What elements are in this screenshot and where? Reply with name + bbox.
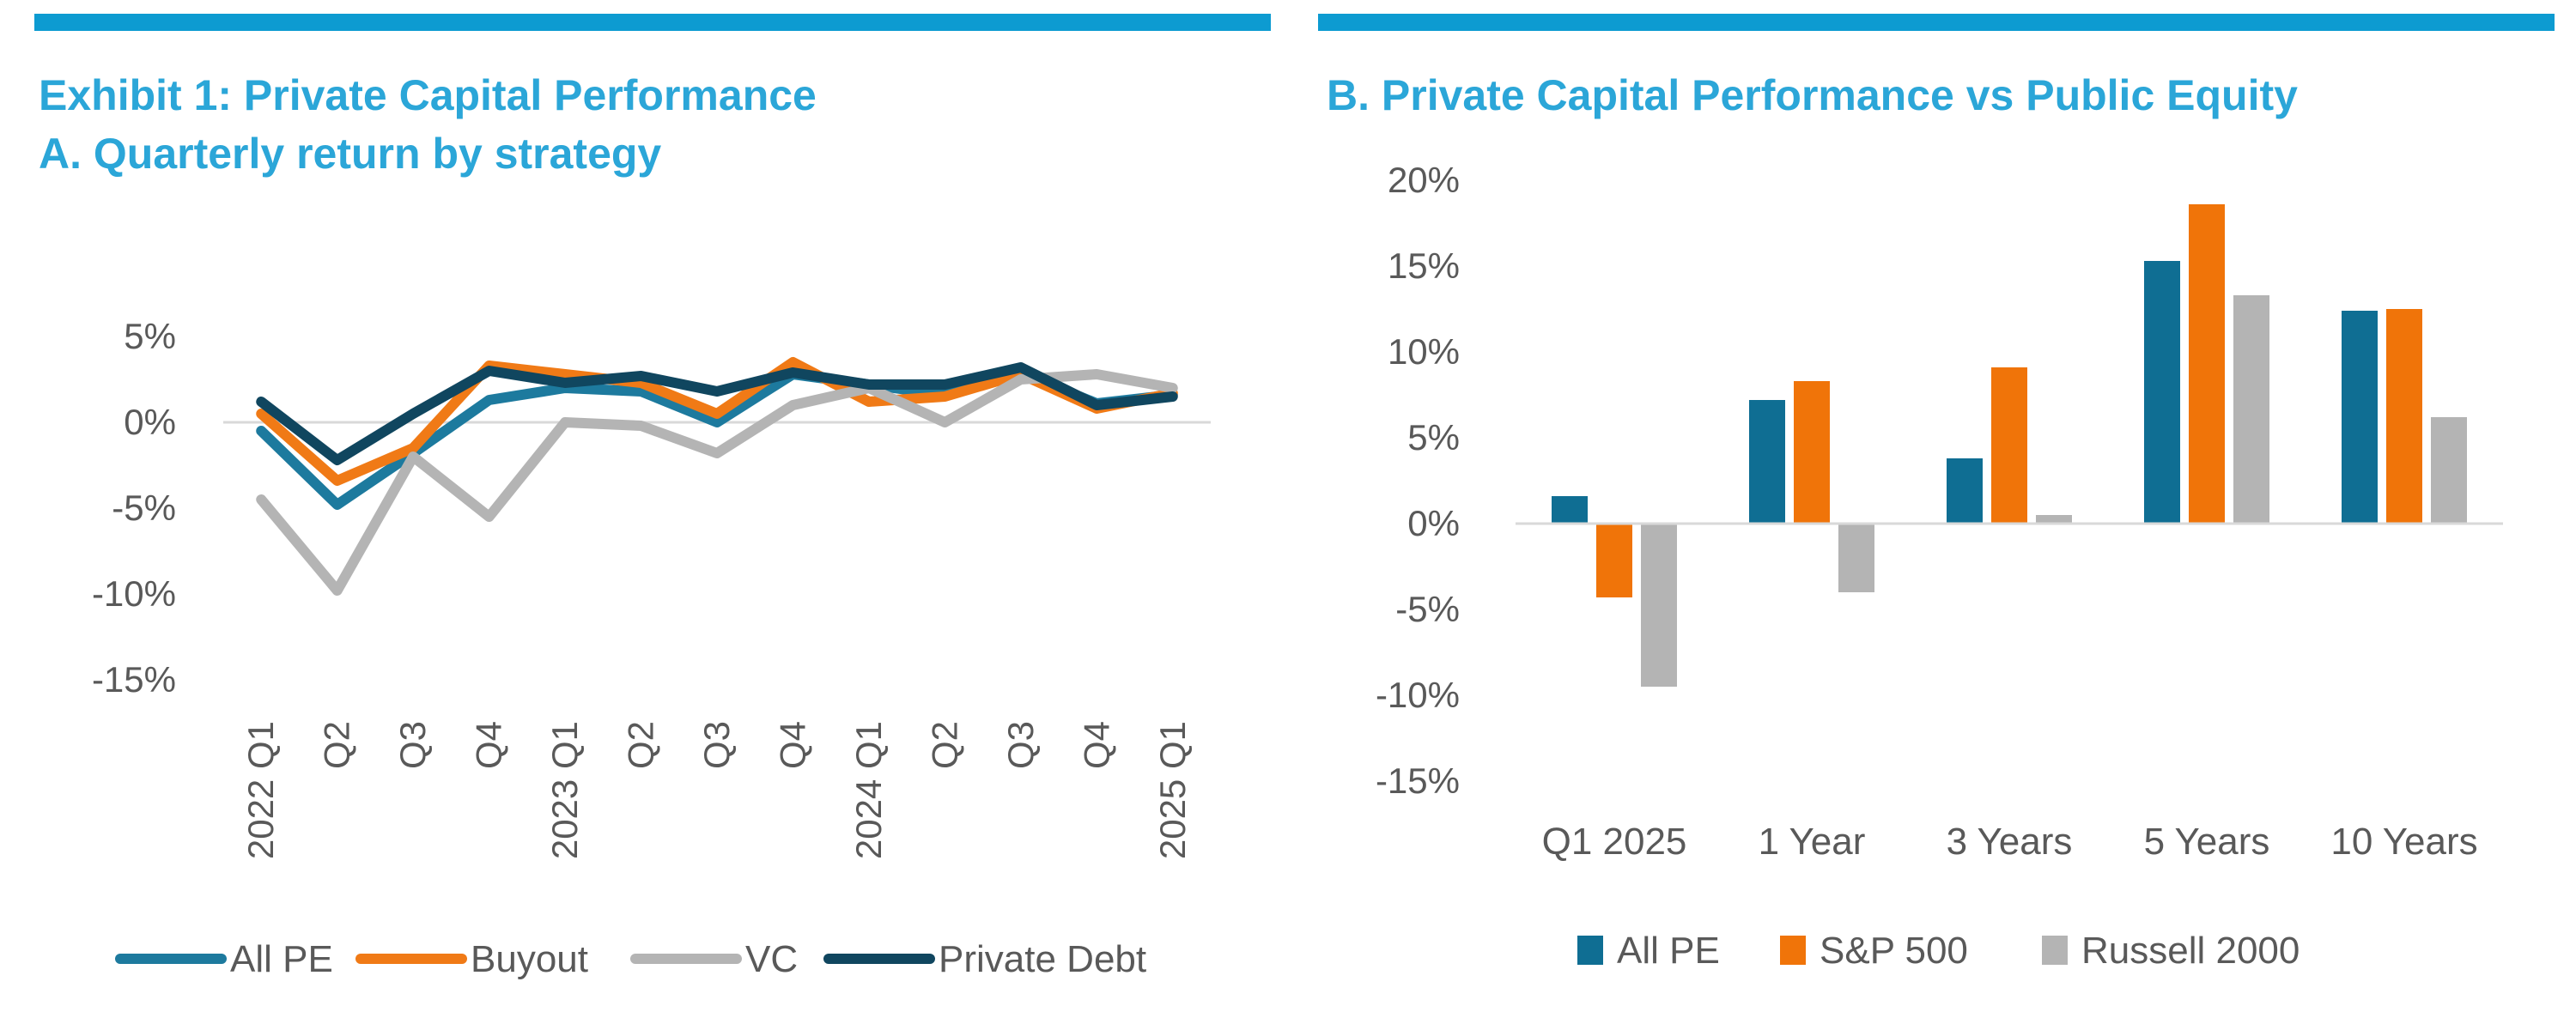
bar-1-0 bbox=[1749, 400, 1785, 524]
x-tick-label-0: 2022 Q1 bbox=[240, 721, 281, 859]
x-tick-label-2: 3 Years bbox=[1947, 821, 2073, 863]
x-tick-label-10: Q3 bbox=[1000, 721, 1041, 769]
x-tick-label-0: Q1 2025 bbox=[1542, 821, 1687, 863]
panel-a-line-chart: Exhibit 1: Private Capital Performance A… bbox=[0, 0, 1279, 1012]
x-tick-label-3: 5 Years bbox=[2144, 821, 2270, 863]
legend-swatch-1 bbox=[1780, 936, 1806, 965]
y-tick-label-1: 15% bbox=[1388, 245, 1460, 286]
y-tick-label-2: 10% bbox=[1388, 331, 1460, 372]
x-tick-label-12: 2025 Q1 bbox=[1152, 721, 1193, 859]
bar-2-0 bbox=[1947, 458, 1983, 524]
x-tick-label-6: Q3 bbox=[696, 721, 737, 769]
bar-3-0 bbox=[2144, 261, 2180, 524]
legend-label-2: VC bbox=[745, 938, 798, 980]
x-tick-label-7: Q4 bbox=[772, 721, 812, 769]
bar-chart-svg: 20% 15% 10% 5% 0% -5% -10% -15% Q1 2025 1 Year 3 Y… bbox=[1376, 160, 2503, 972]
legend-label-1: S&P 500 bbox=[1820, 930, 1968, 972]
y-tick-label-4: 0% bbox=[1407, 503, 1460, 543]
x-tick-label-1: 1 Year bbox=[1759, 821, 1866, 863]
bar-2-2 bbox=[2036, 515, 2072, 524]
y-tick-label-5: -5% bbox=[1395, 589, 1460, 629]
series-line-3 bbox=[256, 362, 1178, 465]
y-tick-label-6: -10% bbox=[1376, 675, 1460, 715]
x-tick-label-5: Q2 bbox=[621, 721, 661, 769]
panel-a-title-line1: Exhibit 1: Private Capital Performance bbox=[39, 71, 817, 119]
series-line-2 bbox=[256, 369, 1178, 596]
x-tick-label-8: 2024 Q1 bbox=[848, 721, 889, 859]
legend-label-0: All PE bbox=[230, 938, 333, 980]
y-tick-label-3: -10% bbox=[92, 573, 176, 614]
bar-4-1 bbox=[2386, 309, 2422, 524]
panel-b-bar-chart: B. Private Capital Performance vs Public… bbox=[1318, 0, 2576, 1012]
bar-3-2 bbox=[2233, 295, 2269, 524]
legend-label-3: Private Debt bbox=[939, 938, 1146, 980]
legend-label-2: Russell 2000 bbox=[2081, 930, 2300, 972]
panel-a-title-line2: A. Quarterly return by strategy bbox=[39, 130, 662, 178]
y-tick-label-0: 20% bbox=[1388, 160, 1460, 200]
panel-a-top-rule bbox=[34, 14, 1271, 31]
y-tick-label-2: -5% bbox=[112, 488, 176, 528]
bar-1-1 bbox=[1794, 381, 1830, 524]
y-tick-label-1: 0% bbox=[124, 402, 176, 442]
panel-b-title: B. Private Capital Performance vs Public… bbox=[1327, 71, 2298, 119]
x-tick-label-9: Q2 bbox=[924, 721, 964, 769]
x-tick-label-3: Q4 bbox=[469, 721, 509, 769]
y-tick-label-0: 5% bbox=[124, 316, 176, 356]
x-tick-label-2: Q3 bbox=[392, 721, 433, 769]
x-tick-label-4: 2023 Q1 bbox=[544, 721, 585, 859]
y-tick-label-3: 5% bbox=[1407, 417, 1460, 458]
bar-0-1 bbox=[1596, 524, 1632, 597]
y-tick-label-4: -15% bbox=[92, 659, 176, 700]
x-tick-label-11: Q4 bbox=[1076, 721, 1116, 769]
x-tick-label-1: Q2 bbox=[317, 721, 357, 769]
bar-1-2 bbox=[1838, 524, 1874, 592]
panel-b-top-rule bbox=[1318, 14, 2555, 31]
legend-label-0: All PE bbox=[1617, 930, 1720, 972]
bar-3-1 bbox=[2189, 204, 2225, 524]
legend-swatch-0 bbox=[1577, 936, 1603, 965]
bar-4-0 bbox=[2342, 311, 2378, 524]
y-tick-label-7: -15% bbox=[1376, 761, 1460, 801]
bar-0-2 bbox=[1641, 524, 1677, 687]
bar-2-1 bbox=[1991, 367, 2027, 524]
legend-swatch-2 bbox=[2042, 936, 2068, 965]
bar-0-0 bbox=[1552, 496, 1588, 524]
bar-4-2 bbox=[2431, 417, 2467, 524]
x-tick-label-4: 10 Years bbox=[2330, 821, 2477, 863]
legend-label-1: Buyout bbox=[471, 938, 588, 980]
line-chart-svg: 5% 0% -5% -10% -15% 2022 Q1 Q2 Q3 Q4 2023 Q1 Q2 Q3 Q… bbox=[92, 316, 1211, 980]
